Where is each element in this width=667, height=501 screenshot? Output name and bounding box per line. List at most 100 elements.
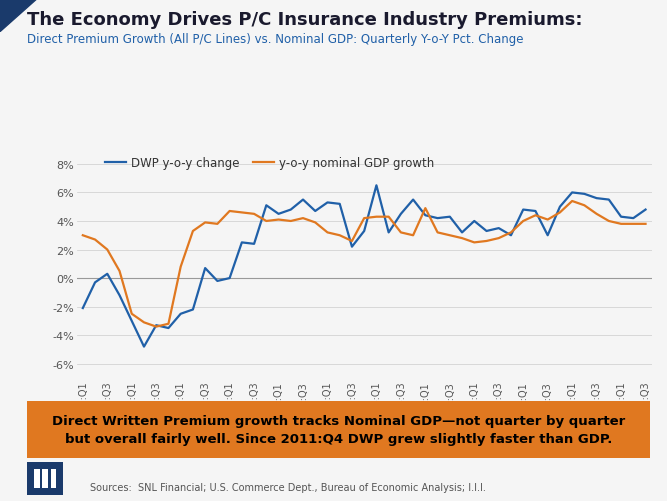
DWP y-o-y change bbox=[299, 197, 307, 203]
y-o-y nominal GDP growth bbox=[605, 218, 613, 224]
DWP y-o-y change bbox=[225, 276, 233, 282]
y-o-y nominal GDP growth bbox=[397, 230, 405, 236]
DWP y-o-y change bbox=[323, 200, 331, 206]
DWP y-o-y change bbox=[262, 203, 270, 209]
y-o-y nominal GDP growth bbox=[275, 217, 283, 223]
y-o-y nominal GDP growth bbox=[372, 214, 380, 220]
DWP y-o-y change bbox=[409, 197, 417, 203]
DWP y-o-y change bbox=[91, 280, 99, 286]
y-o-y nominal GDP growth bbox=[348, 238, 356, 244]
y-o-y nominal GDP growth bbox=[519, 218, 527, 224]
Text: Sources:  SNL Financial; U.S. Commerce Dept., Bureau of Economic Analysis; I.I.I: Sources: SNL Financial; U.S. Commerce De… bbox=[90, 482, 486, 492]
y-o-y nominal GDP growth bbox=[458, 235, 466, 241]
y-o-y nominal GDP growth bbox=[299, 215, 307, 221]
y-o-y nominal GDP growth bbox=[238, 210, 246, 216]
y-o-y nominal GDP growth bbox=[165, 321, 173, 327]
y-o-y nominal GDP growth bbox=[213, 221, 221, 227]
y-o-y nominal GDP growth bbox=[592, 211, 600, 217]
y-o-y nominal GDP growth bbox=[495, 235, 503, 241]
DWP y-o-y change bbox=[128, 318, 136, 324]
DWP y-o-y change bbox=[189, 307, 197, 313]
y-o-y nominal GDP growth bbox=[434, 230, 442, 236]
DWP y-o-y change bbox=[103, 271, 111, 277]
Bar bbox=[51, 469, 55, 488]
y-o-y nominal GDP growth bbox=[642, 221, 650, 227]
y-o-y nominal GDP growth bbox=[323, 230, 331, 236]
y-o-y nominal GDP growth bbox=[556, 210, 564, 216]
DWP y-o-y change bbox=[213, 279, 221, 285]
DWP y-o-y change bbox=[544, 233, 552, 239]
DWP y-o-y change bbox=[311, 208, 319, 214]
y-o-y nominal GDP growth bbox=[507, 230, 515, 236]
y-o-y nominal GDP growth bbox=[79, 233, 87, 239]
DWP y-o-y change bbox=[177, 311, 185, 317]
y-o-y nominal GDP growth bbox=[568, 198, 576, 204]
DWP y-o-y change bbox=[519, 207, 527, 213]
y-o-y nominal GDP growth bbox=[287, 218, 295, 224]
DWP y-o-y change bbox=[592, 196, 600, 202]
DWP y-o-y change bbox=[140, 344, 148, 350]
DWP y-o-y change bbox=[360, 228, 368, 234]
Legend: DWP y-o-y change, y-o-y nominal GDP growth: DWP y-o-y change, y-o-y nominal GDP grow… bbox=[100, 152, 439, 174]
Line: DWP y-o-y change: DWP y-o-y change bbox=[83, 186, 646, 347]
DWP y-o-y change bbox=[250, 241, 258, 247]
Text: Direct Written Premium growth tracks Nominal GDP—not quarter by quarter
but over: Direct Written Premium growth tracks Nom… bbox=[52, 414, 625, 445]
y-o-y nominal GDP growth bbox=[580, 203, 588, 209]
DWP y-o-y change bbox=[507, 233, 515, 239]
y-o-y nominal GDP growth bbox=[385, 214, 393, 220]
y-o-y nominal GDP growth bbox=[152, 324, 160, 330]
y-o-y nominal GDP growth bbox=[482, 238, 490, 244]
DWP y-o-y change bbox=[617, 214, 625, 220]
y-o-y nominal GDP growth bbox=[140, 320, 148, 326]
DWP y-o-y change bbox=[458, 230, 466, 236]
y-o-y nominal GDP growth bbox=[532, 213, 540, 219]
DWP y-o-y change bbox=[422, 213, 430, 219]
DWP y-o-y change bbox=[397, 211, 405, 217]
DWP y-o-y change bbox=[348, 244, 356, 250]
y-o-y nominal GDP growth bbox=[470, 240, 478, 246]
Text: Direct Premium Growth (All P/C Lines) vs. Nominal GDP: Quarterly Y-o-Y Pct. Chan: Direct Premium Growth (All P/C Lines) vs… bbox=[27, 33, 523, 46]
DWP y-o-y change bbox=[287, 207, 295, 213]
Bar bbox=[35, 469, 39, 488]
Polygon shape bbox=[0, 0, 37, 33]
DWP y-o-y change bbox=[470, 218, 478, 224]
DWP y-o-y change bbox=[605, 197, 613, 203]
y-o-y nominal GDP growth bbox=[189, 228, 197, 234]
y-o-y nominal GDP growth bbox=[262, 218, 270, 224]
DWP y-o-y change bbox=[482, 228, 490, 234]
y-o-y nominal GDP growth bbox=[250, 211, 258, 217]
y-o-y nominal GDP growth bbox=[115, 269, 123, 275]
y-o-y nominal GDP growth bbox=[103, 247, 111, 253]
y-o-y nominal GDP growth bbox=[91, 237, 99, 243]
y-o-y nominal GDP growth bbox=[128, 311, 136, 317]
y-o-y nominal GDP growth bbox=[422, 206, 430, 212]
Bar bbox=[43, 469, 47, 488]
y-o-y nominal GDP growth bbox=[617, 221, 625, 227]
DWP y-o-y change bbox=[580, 191, 588, 197]
DWP y-o-y change bbox=[336, 201, 344, 207]
y-o-y nominal GDP growth bbox=[446, 233, 454, 239]
DWP y-o-y change bbox=[165, 325, 173, 331]
DWP y-o-y change bbox=[372, 183, 380, 189]
DWP y-o-y change bbox=[495, 225, 503, 231]
y-o-y nominal GDP growth bbox=[311, 220, 319, 226]
y-o-y nominal GDP growth bbox=[409, 233, 417, 239]
y-o-y nominal GDP growth bbox=[544, 217, 552, 223]
DWP y-o-y change bbox=[152, 323, 160, 329]
DWP y-o-y change bbox=[385, 230, 393, 236]
y-o-y nominal GDP growth bbox=[225, 208, 233, 214]
DWP y-o-y change bbox=[556, 204, 564, 210]
DWP y-o-y change bbox=[434, 215, 442, 221]
Line: y-o-y nominal GDP growth: y-o-y nominal GDP growth bbox=[83, 201, 646, 327]
DWP y-o-y change bbox=[532, 208, 540, 214]
DWP y-o-y change bbox=[201, 266, 209, 272]
DWP y-o-y change bbox=[238, 240, 246, 246]
y-o-y nominal GDP growth bbox=[201, 220, 209, 226]
y-o-y nominal GDP growth bbox=[360, 215, 368, 221]
DWP y-o-y change bbox=[115, 293, 123, 299]
y-o-y nominal GDP growth bbox=[629, 221, 637, 227]
DWP y-o-y change bbox=[568, 190, 576, 196]
DWP y-o-y change bbox=[275, 211, 283, 217]
Text: The Economy Drives P/C Insurance Industry Premiums:: The Economy Drives P/C Insurance Industr… bbox=[27, 11, 582, 29]
y-o-y nominal GDP growth bbox=[336, 233, 344, 239]
